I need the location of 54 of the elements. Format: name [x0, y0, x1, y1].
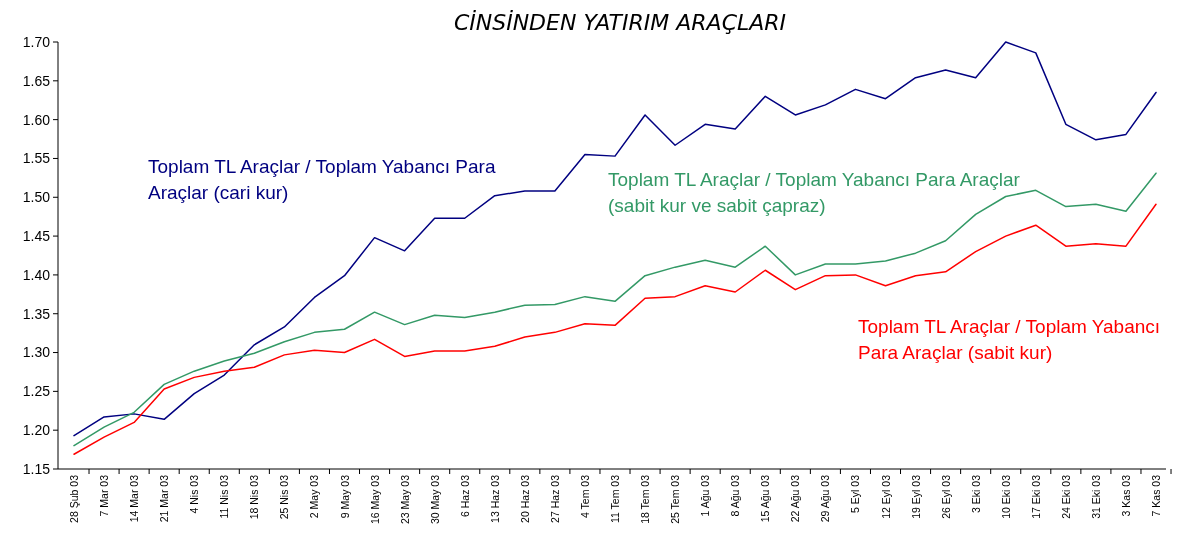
x-tick-label: 21 Mar 03: [158, 474, 171, 523]
x-tick-label: 22 Ağu 03: [789, 474, 802, 523]
x-tick-label: 19 Eyl 03: [909, 474, 922, 519]
y-tick-label: 1.60: [22, 111, 51, 128]
x-tick-label: 30 May 03: [428, 474, 441, 525]
x-tick-label: 5 Eyl 03: [849, 474, 862, 513]
x-tick-label: 17 Eki 03: [1029, 474, 1042, 519]
x-tick-label: 18 Tem 03: [639, 474, 652, 524]
y-tick-label: 1.25: [22, 383, 51, 400]
series-label: Toplam TL Araçlar / Toplam Yabancı Para Araçlar (cari kur): [148, 156, 496, 203]
x-tick-label: 28 Şub 03: [68, 474, 80, 523]
x-tick-label: 4 Tem 03: [578, 474, 591, 518]
x-tick-label: 10 Eki 03: [999, 474, 1012, 519]
x-tick-label: 25 Nis 03: [278, 474, 291, 520]
x-tick-label: 13 Haz 03: [488, 474, 501, 523]
x-tick-label: 2 May 03: [308, 474, 321, 519]
x-tick-label: 7 Mar 03: [98, 474, 111, 517]
y-tick-label: 1.40: [22, 266, 51, 283]
x-tick-label: 25 Tem 03: [669, 474, 682, 524]
x-tick-label: 8 Ağu 03: [729, 474, 742, 517]
x-tick-label: 20 Haz 03: [518, 474, 531, 523]
x-tick-label: 3 Eki 03: [969, 474, 982, 513]
x-tick-label: 24 Eki 03: [1059, 474, 1072, 519]
line-series: [73, 41, 1157, 437]
x-tick-label: 16 May 03: [368, 474, 381, 525]
x-tick-label: 31 Eki 03: [1089, 474, 1102, 519]
x-tick-label: 26 Eyl 03: [939, 474, 952, 519]
x-tick-label: 3 Kas 03: [1119, 474, 1132, 517]
y-tick-label: 1.70: [22, 33, 51, 50]
x-tick-label: 1 Ağu 03: [699, 474, 712, 517]
y-tick-label: 1.35: [22, 305, 51, 322]
y-tick-label: 1.50: [22, 189, 51, 206]
x-tick-label: 15 Ağu 03: [759, 474, 772, 523]
x-tick-label: 6 Haz 03: [458, 474, 471, 518]
x-tick-label: 4 Nis 03: [188, 474, 201, 514]
y-tick-label: 1.55: [22, 150, 51, 167]
x-tick-label: 11 Nis 03: [218, 474, 231, 519]
y-tick-label: 1.65: [22, 72, 51, 89]
x-tick-label: 23 May 03: [398, 474, 411, 525]
x-tick-label: 27 Haz 03: [548, 474, 561, 523]
x-tick-label: 29 Ağu 03: [819, 474, 832, 523]
x-tick-label: 7 Kas 03: [1150, 474, 1162, 517]
y-tick-label: 1.20: [22, 422, 51, 439]
x-tick-label: 18 Nis 03: [248, 474, 261, 520]
chart-title: CİNSİNDEN YATIRIM ARAÇLARI: [453, 10, 787, 35]
x-tick-label: 11 Tem 03: [609, 474, 621, 524]
y-tick-label: 1.45: [22, 227, 51, 244]
x-tick-label: 14 Mar 03: [128, 474, 141, 523]
y-tick-label: 1.30: [22, 344, 51, 361]
series-label: Toplam TL Araçlar / Toplam Yabancı Para Araçlar (sabit kur ve sabit çapraz): [608, 169, 1021, 216]
x-tick-label: 12 Eyl 03: [879, 474, 892, 519]
y-tick-label: 1.15: [22, 460, 51, 477]
x-tick-label: 9 May 03: [338, 474, 351, 519]
series-label: Toplam TL Araçlar / Toplam Yabancı Para Araçlar (sabit kur): [858, 316, 1161, 363]
